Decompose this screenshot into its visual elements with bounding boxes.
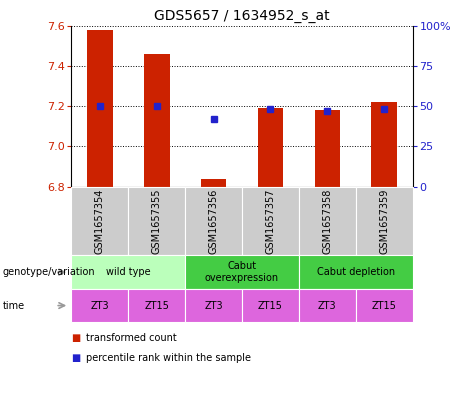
- Text: ZT15: ZT15: [372, 301, 396, 310]
- Bar: [258, 108, 283, 187]
- Text: GSM1657359: GSM1657359: [379, 188, 389, 254]
- Text: Cabut depletion: Cabut depletion: [317, 267, 395, 277]
- Text: ZT3: ZT3: [204, 301, 223, 310]
- Text: GSM1657354: GSM1657354: [95, 188, 105, 254]
- Bar: [87, 29, 112, 187]
- Text: GSM1657356: GSM1657356: [208, 188, 219, 254]
- Text: ■: ■: [71, 333, 81, 343]
- Text: transformed count: transformed count: [86, 333, 177, 343]
- Text: genotype/variation: genotype/variation: [2, 267, 95, 277]
- Text: Cabut
overexpression: Cabut overexpression: [205, 261, 279, 283]
- Bar: [372, 102, 397, 187]
- Text: GSM1657357: GSM1657357: [266, 188, 276, 254]
- Text: ZT15: ZT15: [144, 301, 169, 310]
- Bar: [201, 178, 226, 187]
- Text: wild type: wild type: [106, 267, 151, 277]
- Text: GSM1657358: GSM1657358: [322, 188, 332, 254]
- Text: ■: ■: [71, 353, 81, 363]
- Text: ZT3: ZT3: [318, 301, 337, 310]
- Text: ZT3: ZT3: [90, 301, 109, 310]
- Bar: [144, 54, 170, 187]
- Bar: [314, 110, 340, 187]
- Text: ZT15: ZT15: [258, 301, 283, 310]
- Title: GDS5657 / 1634952_s_at: GDS5657 / 1634952_s_at: [154, 9, 330, 23]
- Text: percentile rank within the sample: percentile rank within the sample: [86, 353, 251, 363]
- Text: time: time: [2, 301, 24, 310]
- Text: GSM1657355: GSM1657355: [152, 188, 162, 254]
